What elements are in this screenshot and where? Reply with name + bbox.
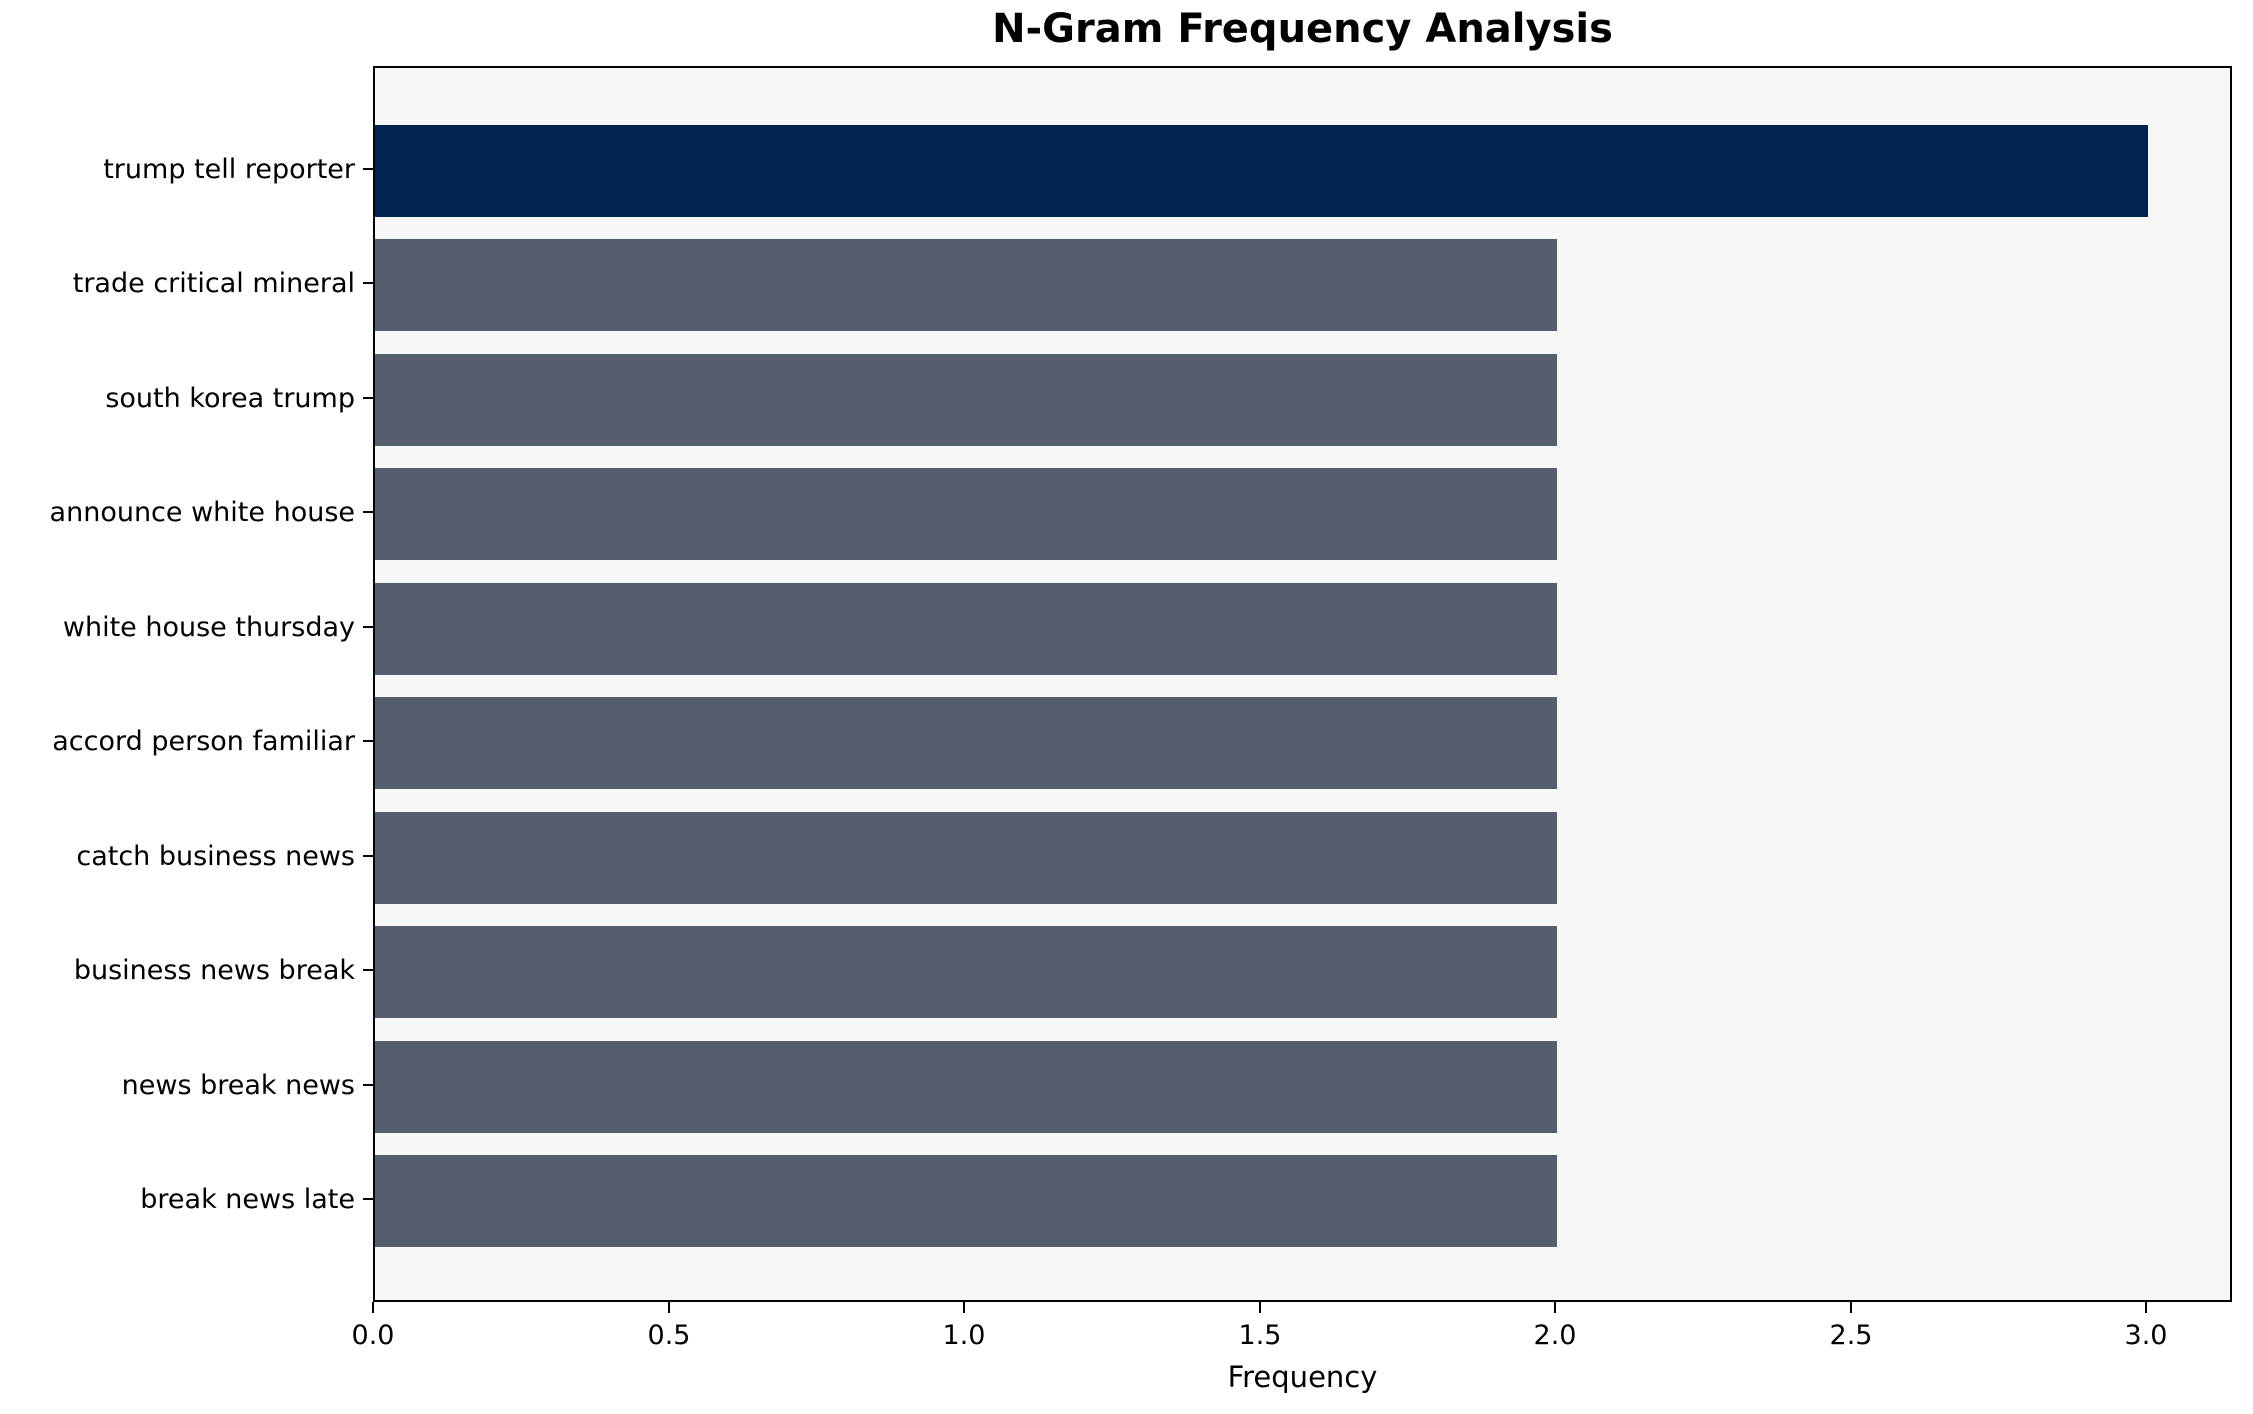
y-tick-mark <box>363 168 373 170</box>
x-tick-mark <box>1259 1302 1261 1313</box>
x-tick-label: 0.0 <box>351 1320 395 1351</box>
x-axis-title: Frequency <box>1227 1360 1378 1394</box>
y-tick-label: accord person familiar <box>52 726 355 757</box>
plot-area <box>373 66 2232 1302</box>
y-tick-label: trade critical mineral <box>72 268 355 299</box>
y-tick-label: news break news <box>121 1070 355 1101</box>
bar-news-break-news <box>375 1041 1557 1133</box>
y-tick-label: announce white house <box>49 497 355 528</box>
y-tick-mark <box>363 282 373 284</box>
bar-trump-tell-reporter <box>375 125 2148 217</box>
y-tick-mark <box>363 969 373 971</box>
y-tick-mark <box>363 626 373 628</box>
x-tick-mark <box>2145 1302 2147 1313</box>
y-tick-mark <box>363 1084 373 1086</box>
bar-white-house-thursday <box>375 583 1557 675</box>
chart-title: N-Gram Frequency Analysis <box>992 6 1613 52</box>
bar-south-korea-trump <box>375 354 1557 446</box>
y-tick-mark <box>363 511 373 513</box>
y-tick-label: business news break <box>73 955 355 986</box>
y-tick-label: white house thursday <box>62 612 355 643</box>
bar-catch-business-news <box>375 812 1557 904</box>
y-tick-label: catch business news <box>76 841 355 872</box>
x-tick-mark <box>963 1302 965 1313</box>
y-tick-mark <box>363 740 373 742</box>
x-tick-label: 1.5 <box>1238 1320 1282 1351</box>
x-tick-label: 3.0 <box>2124 1320 2168 1351</box>
bar-business-news-break <box>375 926 1557 1018</box>
x-tick-mark <box>1554 1302 1556 1313</box>
x-tick-mark <box>1850 1302 1852 1313</box>
y-tick-label: trump tell reporter <box>103 154 355 185</box>
x-tick-label: 1.0 <box>942 1320 986 1351</box>
y-tick-mark <box>363 855 373 857</box>
y-tick-mark <box>363 397 373 399</box>
x-tick-label: 2.0 <box>1533 1320 1577 1351</box>
y-tick-label: break news late <box>140 1184 355 1215</box>
bar-announce-white-house <box>375 468 1557 560</box>
bar-trade-critical-mineral <box>375 239 1557 331</box>
y-tick-label: south korea trump <box>105 383 355 414</box>
x-tick-label: 0.5 <box>647 1320 691 1351</box>
y-tick-mark <box>363 1198 373 1200</box>
x-tick-mark <box>372 1302 374 1313</box>
bar-accord-person-familiar <box>375 697 1557 789</box>
x-tick-mark <box>668 1302 670 1313</box>
x-tick-label: 2.5 <box>1829 1320 1873 1351</box>
bar-break-news-late <box>375 1155 1557 1247</box>
